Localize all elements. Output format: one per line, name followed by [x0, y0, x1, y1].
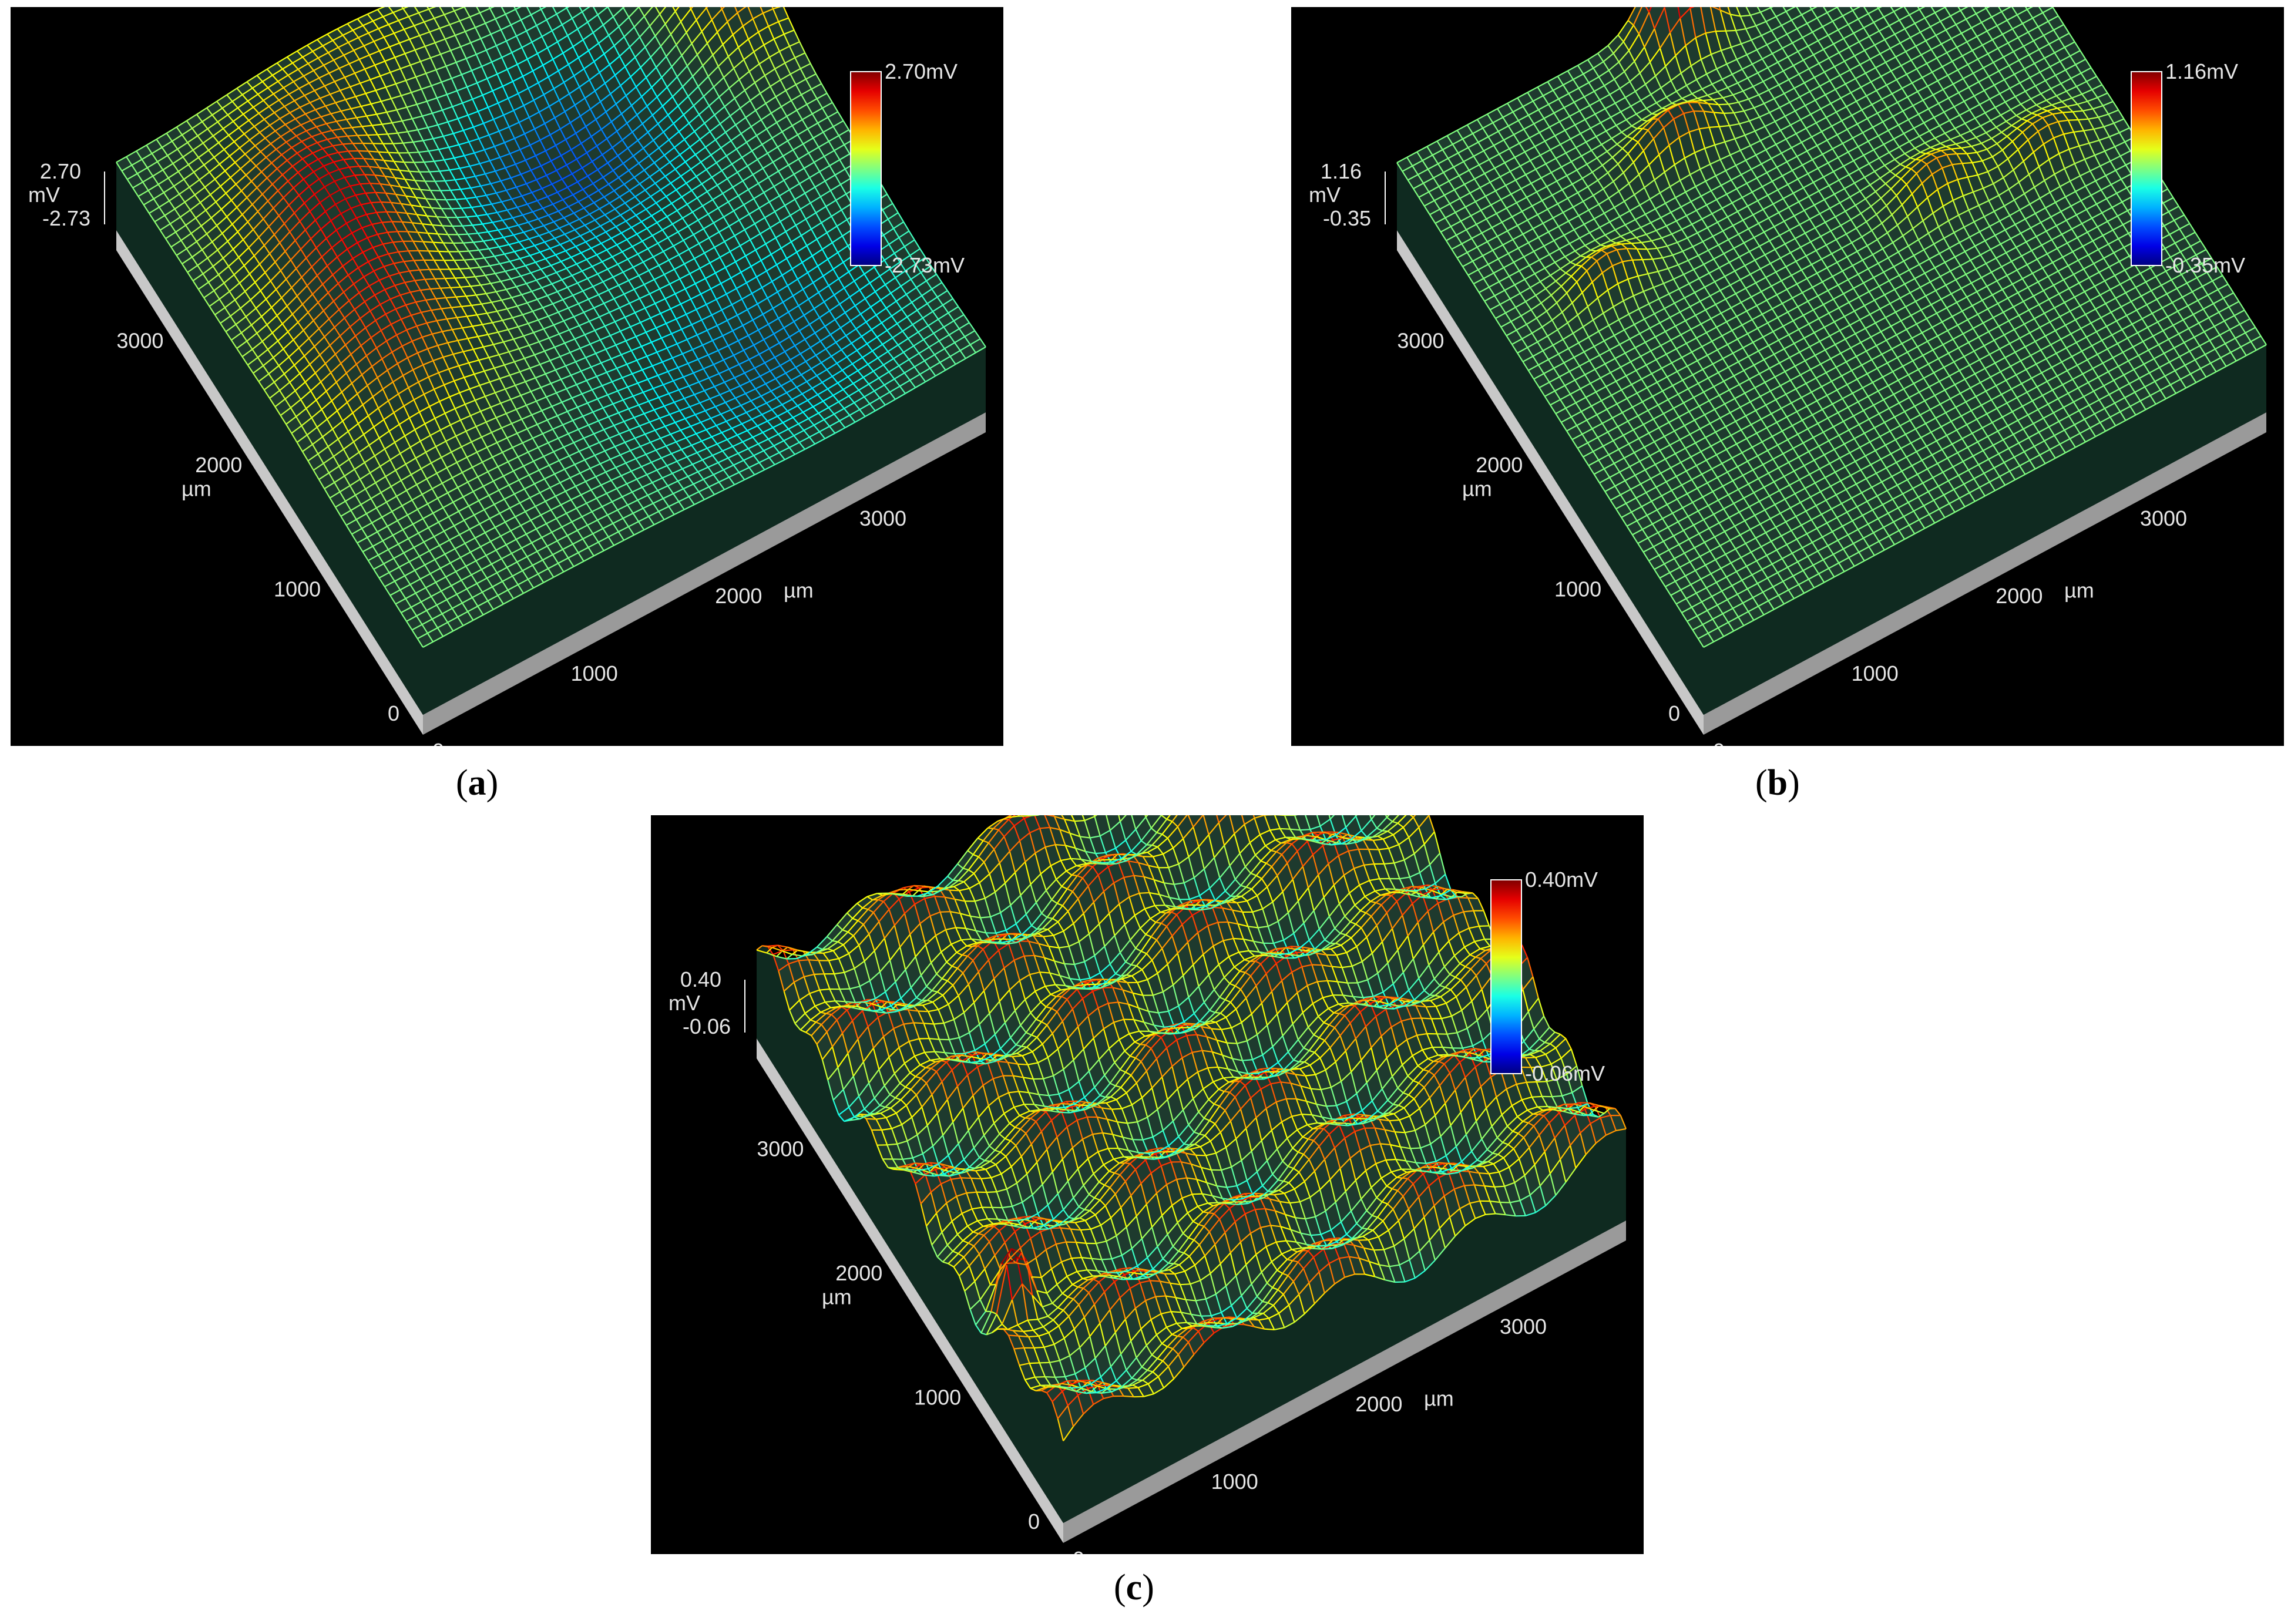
y-tick-label: 3000 — [116, 328, 163, 352]
surface-plot-c: 0100020003000µm0100020003000µm0.40mV-0.0… — [651, 815, 1644, 1554]
y-tick-label: 1000 — [274, 577, 321, 601]
x-tick-label: 0 — [1073, 1547, 1084, 1554]
caption-c: (c) — [1114, 1568, 1154, 1608]
surface-plot-a: 0100020003000µm0100020003000µm2.70mV-2.7… — [11, 7, 1003, 746]
surface-svg: 0100020003000µm0100020003000µm1.16mV-0.3… — [1309, 7, 2267, 746]
caption-b: (b) — [1755, 763, 1800, 803]
surface-svg: 0100020003000µm0100020003000µm2.70mV-2.7… — [28, 7, 986, 746]
z-max-label: 0.40 — [680, 967, 721, 991]
y-tick-label: 3000 — [1397, 328, 1444, 352]
surface-svg: 0100020003000µm0100020003000µm0.40mV-0.0… — [669, 815, 1627, 1554]
front-skirt — [1063, 1128, 1626, 1523]
x-tick-label: 3000 — [859, 506, 906, 530]
z-unit-label: mV — [669, 991, 700, 1015]
x-axis-unit: µm — [2064, 579, 2094, 603]
base-side-face — [757, 1038, 1063, 1543]
x-tick-label: 2000 — [715, 584, 762, 608]
x-tick-label: 2000 — [1996, 584, 2043, 608]
side-skirt — [116, 162, 423, 715]
z-unit-label: mV — [28, 183, 60, 207]
x-tick-label: 0 — [1713, 739, 1725, 746]
base-front-face — [1063, 1220, 1626, 1543]
colorbar — [1490, 879, 1522, 1074]
y-tick-label: 1000 — [1554, 577, 1601, 601]
x-tick-label: 1000 — [1852, 661, 1899, 685]
y-tick-label: 0 — [388, 701, 399, 725]
colorbar-max-label: 1.16mV — [2165, 59, 2238, 83]
x-tick-label: 2000 — [1355, 1392, 1402, 1416]
x-tick-label: 3000 — [1500, 1314, 1547, 1339]
colorbar — [850, 71, 882, 266]
y-axis-unit: µm — [1462, 477, 1492, 501]
x-tick-label: 1000 — [571, 661, 618, 685]
z-max-label: 1.16 — [1321, 159, 1362, 183]
y-axis-unit: µm — [182, 477, 211, 501]
z-min-label: -0.06 — [683, 1014, 731, 1038]
colorbar-min-label: -0.35mV — [2165, 253, 2245, 277]
colorbar-max-label: 0.40mV — [1525, 868, 1598, 892]
side-skirt — [1397, 163, 1704, 715]
colorbar-max-label: 2.70mV — [885, 59, 958, 83]
z-min-label: -0.35 — [1323, 206, 1371, 230]
z-max-label: 2.70 — [40, 159, 81, 183]
colorbar — [2131, 71, 2162, 266]
side-skirt — [757, 946, 1063, 1523]
wire-mesh — [1396, 7, 2267, 648]
z-unit-label: mV — [1309, 183, 1341, 207]
y-tick-label: 1000 — [914, 1385, 961, 1409]
z-min-label: -2.73 — [42, 206, 90, 230]
base-front-face — [1704, 412, 2266, 735]
x-axis-unit: µm — [784, 579, 814, 603]
base-side-face — [1397, 230, 1704, 735]
colorbar-min-label: -0.06mV — [1525, 1061, 1605, 1085]
y-tick-label: 2000 — [1476, 453, 1523, 477]
colorbar-min-label: -2.73mV — [885, 253, 965, 277]
wire-mesh — [756, 815, 1627, 1441]
x-axis-unit: µm — [1424, 1387, 1454, 1411]
x-tick-label: 1000 — [1211, 1470, 1258, 1494]
x-tick-label: 0 — [432, 739, 444, 746]
caption-a: (a) — [456, 763, 499, 803]
y-tick-label: 2000 — [835, 1261, 882, 1285]
y-axis-unit: µm — [822, 1285, 852, 1309]
x-tick-label: 3000 — [2140, 506, 2187, 530]
front-skirt — [423, 347, 986, 715]
front-skirt — [1704, 345, 2266, 715]
y-tick-label: 2000 — [195, 453, 242, 477]
wire-mesh — [116, 7, 986, 648]
surface-fill — [116, 7, 986, 647]
surface-plot-b: 0100020003000µm0100020003000µm1.16mV-0.3… — [1291, 7, 2284, 746]
y-tick-label: 3000 — [757, 1137, 804, 1161]
base-side-face — [116, 230, 423, 735]
y-tick-label: 0 — [1668, 701, 1680, 725]
base-front-face — [423, 412, 986, 735]
y-tick-label: 0 — [1028, 1509, 1040, 1534]
